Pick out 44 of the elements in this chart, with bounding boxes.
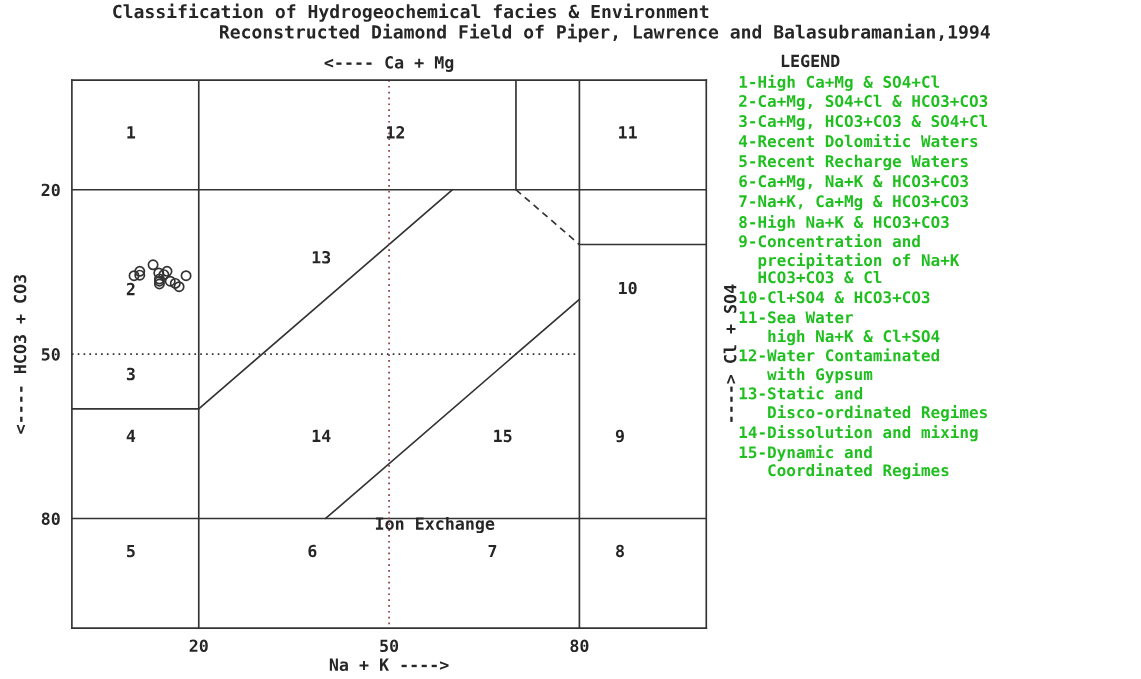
annotation: 15 bbox=[494, 429, 512, 443]
annotation: 6 bbox=[308, 544, 317, 558]
legend-title: LEGEND bbox=[781, 54, 840, 68]
annotation: 8 bbox=[616, 544, 624, 558]
chart-title: Classification of Hydrogeochemical facies & Environment bbox=[113, 3, 709, 22]
text: 14-Dissolution and mixing bbox=[739, 425, 978, 442]
y2-axis-title: ----> Cl + SO4 bbox=[723, 284, 737, 422]
annotation: 10 bbox=[619, 281, 637, 295]
text: 8-High Na+K & HCO3+CO3 bbox=[739, 214, 949, 232]
text: 7-Na+K, Ca+Mg & HCO3+CO3 bbox=[739, 195, 968, 211]
annotation: 13 bbox=[312, 250, 331, 264]
annotation: 5 bbox=[127, 544, 135, 558]
text: 12-Water Contaminated with Gypsum bbox=[739, 348, 939, 384]
annotation: 7 bbox=[488, 544, 497, 558]
x-tick-label: 80 bbox=[570, 639, 589, 653]
y-axis-title: <---- HCO3 + CO3 bbox=[13, 274, 27, 434]
text: 3-Ca+Mg, HCO3+CO3 & SO4+Cl bbox=[739, 114, 988, 131]
text: 11-Sea Water high Na+K & Cl+SO4 bbox=[739, 311, 940, 346]
text: 2-Ca+Mg, SO4+Cl & HCO3+CO3 bbox=[739, 94, 988, 111]
annotation: Ion Exchange bbox=[375, 516, 495, 534]
annotation: 9 bbox=[615, 429, 624, 443]
chart-subtitle: Reconstructed Diamond Field of Piper, Lawrence and Balasubramanian,1994 bbox=[220, 23, 990, 43]
text: 15-Dynamic and Coordinated Regimes bbox=[739, 445, 949, 480]
x-tick-label: 50 bbox=[380, 639, 399, 653]
y-tick-label: 80 bbox=[41, 512, 60, 526]
annotation: 4 bbox=[126, 429, 136, 442]
text: 1-High Ca+Mg & SO4+Cl bbox=[739, 74, 940, 91]
text: 5-Recent Recharge Waters bbox=[739, 154, 968, 171]
text: 10-Cl+SO4 & HCO3+CO3 bbox=[739, 290, 930, 304]
text: 13-Static and Disco-ordinated Regimes bbox=[739, 386, 987, 422]
text: 9-Concentration and precipitation of Na+K HCO3+CO3 & Cl bbox=[739, 234, 960, 284]
x-tick-label: 20 bbox=[189, 639, 208, 653]
y-tick-label: 20 bbox=[41, 183, 60, 197]
annotation: 14 bbox=[312, 429, 331, 442]
text: 6-Ca+Mg, Na+K & HCO3+CO3 bbox=[739, 175, 968, 191]
annotation: 1 bbox=[127, 126, 136, 139]
annotation: 3 bbox=[126, 367, 135, 381]
annotation: 12 bbox=[386, 126, 405, 139]
annotation: 2 bbox=[126, 282, 135, 296]
y-tick-label: 50 bbox=[41, 348, 60, 361]
x-axis-title: Na + K ----> bbox=[329, 658, 449, 671]
x2-axis-title: <---- Ca + Mg bbox=[324, 56, 454, 72]
annotation: 11 bbox=[619, 126, 637, 139]
text: 4-Recent Dolomitic Waters bbox=[739, 133, 978, 148]
